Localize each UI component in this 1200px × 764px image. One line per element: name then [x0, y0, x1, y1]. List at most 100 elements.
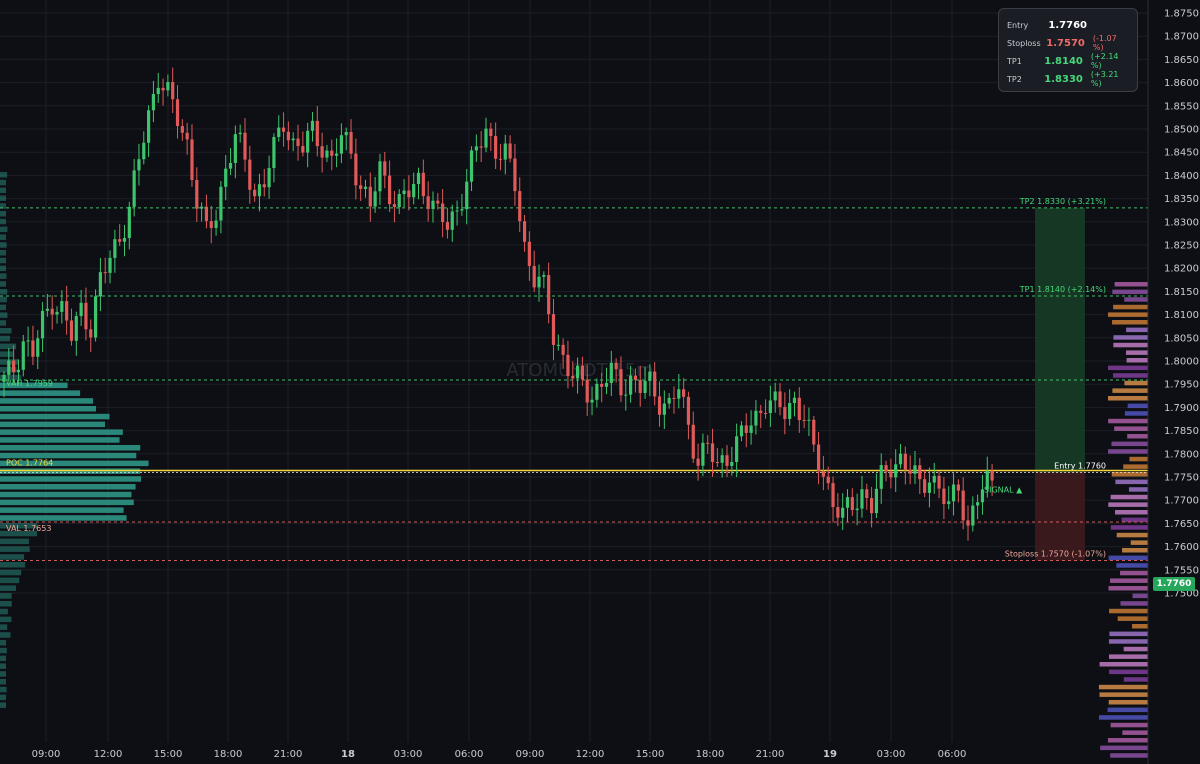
candle-body — [180, 126, 184, 133]
candle-body — [93, 296, 98, 338]
candle-body — [870, 498, 874, 514]
candle-body — [537, 276, 541, 288]
volume-profile-bar — [0, 546, 30, 552]
candle-body — [469, 150, 474, 182]
price-tick-label: 1.7900 — [1164, 403, 1199, 414]
right-volume-bar — [1125, 350, 1148, 355]
info-value: 1.8330 — [1044, 73, 1083, 85]
candle-body — [503, 143, 507, 160]
candle-body — [494, 136, 498, 159]
candle-body — [508, 143, 512, 159]
volume-profile-bar — [0, 242, 7, 248]
volume-profile-bar — [0, 351, 14, 357]
candle-body — [566, 354, 570, 377]
time-tick-label: 03:00 — [877, 749, 906, 760]
candle-body — [142, 142, 146, 160]
candle-body — [267, 168, 271, 188]
price-tick-label: 1.8000 — [1164, 357, 1199, 368]
candle-body — [657, 396, 662, 415]
tp2-label: TP2 1.8330 (+3.21%) — [1019, 197, 1106, 206]
candle-body — [84, 302, 88, 330]
candle-body — [325, 150, 329, 158]
right-volume-bar — [1109, 631, 1148, 637]
candle-body — [450, 211, 454, 230]
candle-body — [243, 132, 247, 160]
candle-body — [50, 308, 54, 315]
right-volume-bar — [1099, 662, 1148, 667]
candle-body — [161, 87, 165, 91]
candle-body — [166, 82, 170, 91]
candle-body — [31, 340, 35, 357]
info-pct: (+3.21 %) — [1090, 70, 1119, 88]
candle-body — [937, 475, 941, 489]
candle-body — [69, 320, 74, 341]
candle-body — [927, 482, 932, 493]
candle-body — [802, 420, 806, 422]
candle-body — [845, 497, 850, 508]
candle-body — [474, 146, 478, 151]
price-tick-label: 1.8550 — [1164, 101, 1199, 112]
volume-profile-bar — [0, 585, 17, 591]
candle-body — [45, 308, 49, 311]
volume-profile-bar — [0, 538, 29, 545]
price-tick-label: 1.7950 — [1164, 380, 1199, 391]
take-profit-zone — [1035, 207, 1085, 473]
volume-profile-bar — [0, 554, 25, 560]
poc-label: POC 1.7764 — [6, 459, 53, 468]
candle-body — [903, 453, 907, 470]
candle-body — [228, 162, 233, 169]
volume-profile-bar — [0, 624, 8, 630]
price-tick-label: 1.7600 — [1164, 542, 1199, 553]
candle-body — [951, 484, 956, 502]
candle-body — [990, 470, 994, 481]
candle-body — [513, 158, 517, 192]
volume-profile-bar — [0, 172, 8, 178]
volume-profile-bar — [0, 211, 6, 217]
volume-profile-bar — [0, 484, 136, 490]
volume-profile-bar — [0, 530, 38, 537]
candle-body — [956, 484, 960, 491]
right-volume-bar — [1108, 555, 1148, 561]
candle-body — [643, 380, 647, 393]
volume-profile-bar — [0, 679, 6, 685]
candle-body — [783, 407, 787, 419]
right-volume-bar — [1108, 586, 1148, 591]
candle-body — [778, 391, 782, 408]
candle-body — [759, 410, 763, 413]
candle-body — [320, 146, 324, 158]
candle-body — [633, 375, 638, 381]
volume-profile-bar — [0, 273, 7, 279]
val-label: VAL 1.7653 — [6, 524, 51, 533]
candle-body — [354, 153, 358, 186]
price-axis[interactable]: 1.8750 1.8700 1.8650 1.8600 1.8550 1.8500 1.84… — [1147, 0, 1199, 764]
trade-zones — [1035, 207, 1085, 561]
candle-body — [720, 455, 724, 463]
right-volume-bar — [1113, 373, 1148, 378]
right-volume-bar — [1114, 426, 1148, 431]
right-volume-bar — [1126, 327, 1148, 333]
candle-body — [575, 365, 580, 379]
candle-body — [21, 341, 25, 370]
level-labels: TP2 1.8330 (+3.21%) TP1 1.8140 (+2.14%) VA… — [6, 197, 1106, 559]
candle-body — [65, 301, 69, 321]
candle-body — [7, 360, 11, 375]
candle-body — [710, 443, 715, 463]
time-tick-label: 15:00 — [636, 749, 665, 760]
time-axis[interactable]: 09:00 12:00 15:00 18:00 21:00 18 03:00 06:00 09:… — [32, 749, 967, 760]
candle-body — [426, 196, 430, 209]
right-volume-bar — [1115, 510, 1148, 515]
candle-body — [797, 397, 801, 421]
time-tick-label: 06:00 — [938, 749, 967, 760]
candle-body — [431, 200, 435, 209]
candle-body — [547, 275, 551, 315]
volume-profile-bar — [0, 218, 6, 225]
volume-profile-bar — [0, 647, 7, 654]
right-volume-bar — [1117, 616, 1148, 621]
candle-body — [860, 489, 864, 509]
right-volume-bar — [1108, 418, 1148, 424]
volume-profile-bar — [0, 655, 6, 662]
candle-body — [556, 344, 560, 346]
info-value: 1.8140 — [1044, 55, 1083, 67]
volume-profile-bar — [0, 203, 6, 209]
